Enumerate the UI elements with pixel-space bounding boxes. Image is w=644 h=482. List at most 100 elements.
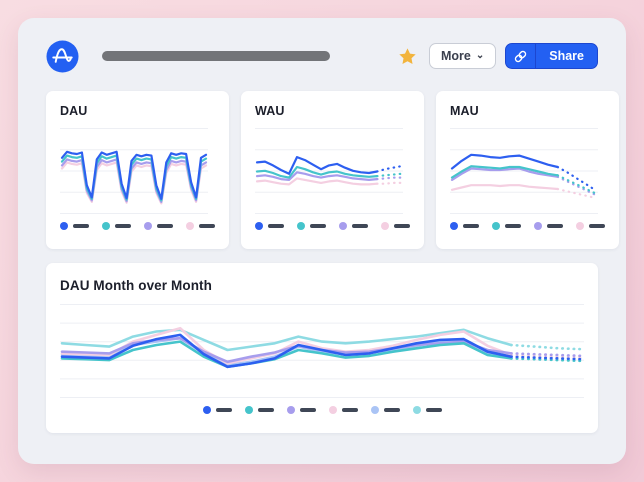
- link-icon: [515, 50, 527, 62]
- chart-series-line-projection: [556, 174, 598, 195]
- chart-series-line: [255, 165, 379, 179]
- dau-mom-line-chart: [60, 304, 584, 398]
- chart-title: DAU Month over Month: [60, 278, 212, 293]
- chart-card-mau: MAU: [436, 91, 619, 249]
- legend-label-placeholder: [463, 224, 479, 228]
- chart-series-line: [450, 165, 559, 179]
- legend-item-purple[interactable]: [339, 222, 368, 230]
- chart-series-line-projection: [375, 176, 403, 181]
- chart-series-line-projection: [375, 172, 403, 178]
- amplitude-logo-icon: [46, 39, 79, 73]
- chart-series-line-projection: [375, 181, 403, 185]
- legend-dot: [144, 222, 152, 230]
- legend-label-placeholder: [547, 224, 563, 228]
- legend-dot: [492, 222, 500, 230]
- legend-item-purple[interactable]: [534, 222, 563, 230]
- legend-item-pink[interactable]: [186, 222, 215, 230]
- legend-item-blue[interactable]: [60, 222, 89, 230]
- more-button[interactable]: More ⌄: [428, 43, 497, 69]
- legend-dot: [412, 406, 421, 414]
- chart-series-line-projection: [556, 165, 598, 192]
- chart-series-line: [450, 153, 559, 170]
- legend-item-blue[interactable]: [450, 222, 479, 230]
- legend-label-placeholder: [383, 408, 400, 412]
- legend-label-placeholder: [425, 408, 442, 412]
- legend-label-placeholder: [199, 224, 215, 228]
- chart-legend: [255, 222, 410, 230]
- legend-dot: [60, 222, 68, 230]
- chart-series-line: [255, 156, 379, 175]
- chart-legend: [60, 406, 584, 414]
- legend-item-pink[interactable]: [381, 222, 410, 230]
- chart-title: MAU: [450, 104, 479, 118]
- chart-card-dau-mom: DAU Month over Month: [46, 263, 598, 433]
- favorite-star-icon[interactable]: [398, 47, 417, 66]
- legend-label-placeholder: [341, 408, 358, 412]
- chart-series-line: [60, 328, 513, 352]
- chart-series-line: [255, 177, 379, 186]
- legend-dot: [370, 406, 379, 414]
- legend-dot: [255, 222, 263, 230]
- wau-line-chart: [255, 128, 403, 214]
- legend-label-placeholder: [268, 224, 284, 228]
- legend-label-placeholder: [505, 224, 521, 228]
- small-charts-row: DAU WAU MAU: [46, 91, 619, 249]
- chart-series-line-projection: [509, 353, 584, 359]
- chevron-down-icon: ⌄: [475, 50, 485, 61]
- header: More ⌄ Share: [18, 18, 626, 74]
- legend-label-placeholder: [73, 224, 89, 228]
- chart-legend: [450, 222, 605, 230]
- app-window: More ⌄ Share DAU: [18, 18, 626, 464]
- legend-label-placeholder: [589, 224, 605, 228]
- legend-item-blue[interactable]: [202, 406, 232, 414]
- legend-dot: [381, 222, 389, 230]
- legend-dot: [339, 222, 347, 230]
- chart-series-line-projection: [556, 187, 598, 200]
- chart-series-line-projection: [509, 357, 584, 363]
- chart-series-line-projection: [509, 343, 584, 351]
- share-button[interactable]: Share: [536, 44, 597, 68]
- legend-item-teal[interactable]: [297, 222, 326, 230]
- chart-title: WAU: [255, 104, 285, 118]
- chart-series-line: [60, 340, 513, 369]
- legend-dot: [534, 222, 542, 230]
- legend-item-light-teal[interactable]: [412, 406, 442, 414]
- legend-item-pink[interactable]: [576, 222, 605, 230]
- legend-item-blue[interactable]: [255, 222, 284, 230]
- share-button-group: Share: [505, 43, 598, 69]
- legend-label-placeholder: [394, 224, 410, 228]
- chart-series-line: [450, 184, 559, 191]
- legend-label-placeholder: [310, 224, 326, 228]
- legend-dot: [297, 222, 305, 230]
- legend-label-placeholder: [215, 408, 232, 412]
- legend-item-teal[interactable]: [102, 222, 131, 230]
- chart-card-wau: WAU: [241, 91, 424, 249]
- legend-dot: [244, 406, 253, 414]
- dau-line-chart: [60, 128, 208, 214]
- legend-item-purple[interactable]: [286, 406, 316, 414]
- chart-series-line: [450, 167, 559, 182]
- chart-series-line: [255, 171, 379, 182]
- legend-item-light-blue[interactable]: [370, 406, 400, 414]
- chart-series-line: [60, 333, 513, 369]
- legend-label-placeholder: [115, 224, 131, 228]
- legend-dot: [102, 222, 110, 230]
- chart-legend: [60, 222, 215, 230]
- legend-dot: [286, 406, 295, 414]
- chart-series-line: [60, 326, 513, 365]
- legend-item-purple[interactable]: [144, 222, 173, 230]
- more-button-label: More: [440, 49, 471, 63]
- chart-series-line: [60, 336, 513, 364]
- copy-link-button[interactable]: [506, 44, 537, 68]
- legend-item-teal[interactable]: [244, 406, 274, 414]
- chart-series-line-projection: [556, 175, 598, 197]
- legend-item-teal[interactable]: [492, 222, 521, 230]
- legend-label-placeholder: [299, 408, 316, 412]
- mau-line-chart: [450, 128, 598, 214]
- chart-series-line-projection: [375, 165, 403, 173]
- dashboard-title-placeholder-bar: [102, 51, 330, 61]
- chart-series-line-projection: [509, 355, 584, 361]
- legend-item-pink[interactable]: [328, 406, 358, 414]
- legend-dot: [202, 406, 211, 414]
